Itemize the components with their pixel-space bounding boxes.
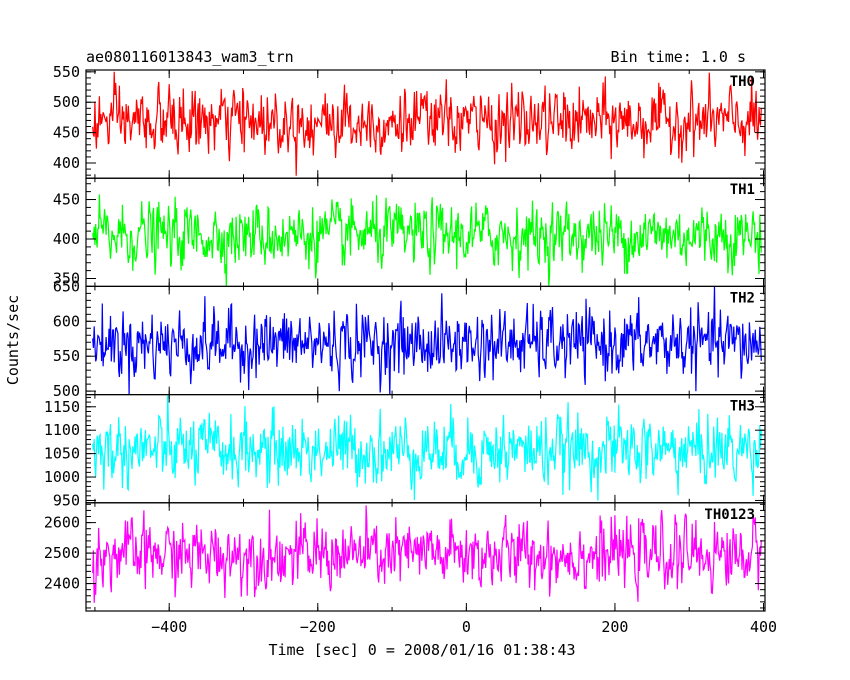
panel-label-th3: TH3	[730, 399, 755, 415]
panel-frame-th0123	[85, 502, 766, 612]
y-tick-label: 1150	[44, 398, 80, 416]
y-tick-label: 1100	[44, 421, 80, 439]
panel-frame-th2	[85, 285, 766, 396]
panel-label-th0123: TH0123	[704, 507, 755, 523]
series-th1	[92, 194, 762, 287]
y-tick-label: 550	[53, 63, 80, 81]
x-tick-label: −200	[300, 618, 336, 636]
y-axis-title: Counts/sec	[4, 295, 22, 385]
y-tick-label: 1000	[44, 468, 80, 486]
panels-group: 400 450 500 550 TH0 350 400 450 TH1 500 550 600 650 T…	[44, 63, 777, 636]
y-tick-label: 600	[53, 312, 80, 330]
y-tick-label: 450	[53, 191, 80, 209]
x-axis-title: Time [sec] 0 = 2008/01/16 01:38:43	[268, 641, 575, 659]
y-tick-label: 1050	[44, 445, 80, 463]
chart-title: ae080116013843_wam3_trn	[86, 48, 294, 66]
y-tick-label: 500	[53, 382, 80, 400]
y-tick-label: 350	[53, 270, 80, 288]
y-tick-label: 650	[53, 277, 80, 295]
panel-label-th0: TH0	[730, 74, 755, 90]
bin-time-label: Bin time: 1.0 s	[611, 48, 746, 66]
series-th0123	[92, 505, 762, 603]
y-tick-label: 950	[53, 491, 80, 509]
panel-label-th1: TH1	[730, 182, 755, 198]
y-tick-label: 2400	[44, 575, 80, 593]
series-th0	[92, 71, 762, 176]
y-tick-label: 400	[53, 230, 80, 248]
x-tick-label: 400	[750, 618, 777, 636]
y-tick-label: 550	[53, 347, 80, 365]
x-tick-label: 0	[462, 618, 471, 636]
y-tick-label: 400	[53, 154, 80, 172]
x-tick-label: −400	[151, 618, 187, 636]
x-tick-label: 200	[601, 618, 628, 636]
panel-label-th2: TH2	[730, 290, 755, 306]
y-tick-label: 450	[53, 124, 80, 142]
y-tick-label: 500	[53, 93, 80, 111]
y-tick-label: 2600	[44, 514, 80, 532]
y-tick-label: 2500	[44, 544, 80, 562]
series-th2	[92, 286, 762, 395]
series-th3	[92, 394, 762, 501]
